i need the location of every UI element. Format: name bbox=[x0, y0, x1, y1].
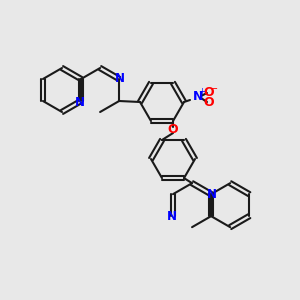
Text: N: N bbox=[193, 91, 203, 103]
Text: O: O bbox=[204, 85, 214, 98]
Text: +: + bbox=[199, 88, 206, 97]
Text: N: N bbox=[167, 210, 177, 223]
Text: N: N bbox=[115, 71, 125, 85]
Text: O: O bbox=[204, 97, 214, 110]
Text: O: O bbox=[168, 123, 178, 136]
Text: N: N bbox=[207, 188, 217, 201]
Text: N: N bbox=[75, 95, 85, 109]
Text: −: − bbox=[210, 84, 218, 94]
